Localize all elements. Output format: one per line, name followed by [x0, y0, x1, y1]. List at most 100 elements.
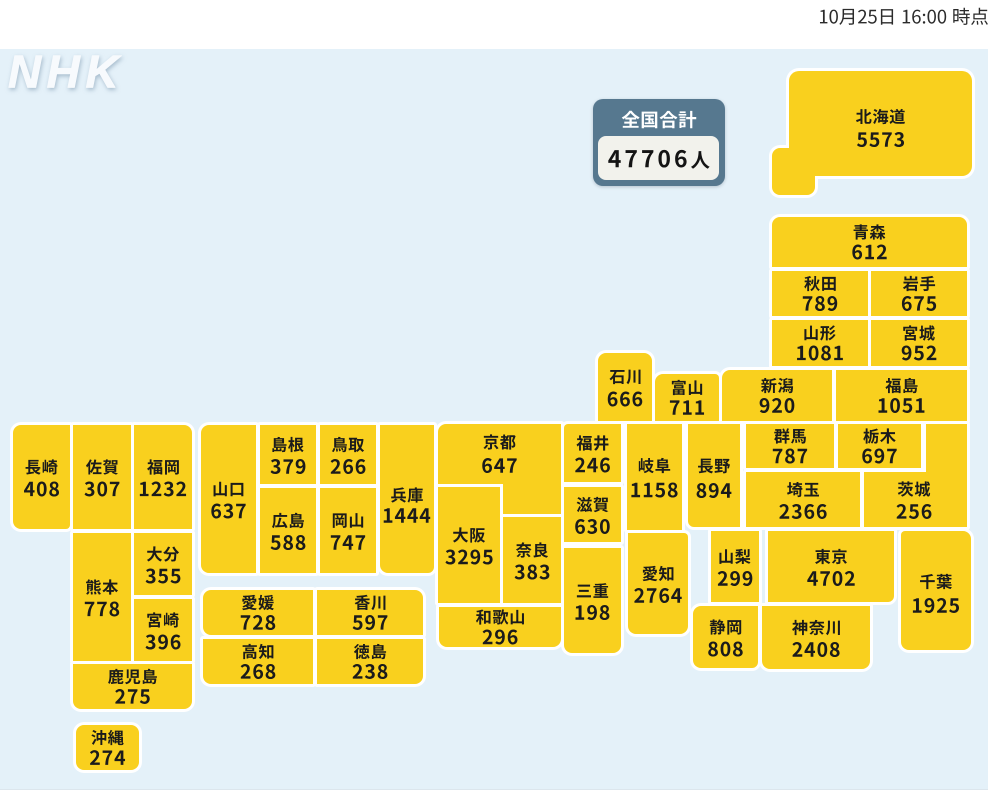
tile-gifu[interactable]: 岐阜1158	[627, 424, 682, 530]
tile-toyama[interactable]: 富山711	[655, 374, 719, 421]
tile-yamagata-name-glyphs	[804, 325, 836, 341]
tile-tokushima[interactable]: 徳島238	[317, 639, 423, 684]
tile-fukui-label-vector	[575, 435, 610, 473]
tile-shiga[interactable]: 滋賀630	[564, 487, 621, 542]
tile-hokkaido-value-glyphs	[856, 132, 905, 148]
tile-nara[interactable]: 奈良383	[503, 517, 561, 603]
tile-okayama[interactable]: 岡山747	[320, 488, 376, 573]
tile-fukushima[interactable]: 福島1051	[836, 370, 967, 421]
tile-fukui-value-glyphs	[575, 457, 610, 473]
tile-kumamoto[interactable]: 熊本778	[73, 533, 131, 661]
tile-saga[interactable]: 佐賀307	[73, 425, 131, 529]
tile-kyoto[interactable]: 京都647	[438, 424, 561, 514]
tile-kochi[interactable]: 高知268	[203, 639, 313, 684]
tile-niigata-name-glyphs	[760, 377, 794, 394]
tile-tokyo-label-vector	[807, 548, 855, 586]
tile-kagoshima-name-glyphs	[108, 668, 157, 685]
tile-miyazaki-name-glyphs	[147, 612, 179, 628]
tile-kagoshima-value-glyphs	[115, 688, 150, 704]
tile-saitama-name-glyphs	[786, 481, 819, 498]
national-total-vector	[608, 110, 710, 169]
tile-chiba[interactable]: 千葉1925	[901, 531, 971, 650]
tile-mie[interactable]: 三重198	[564, 548, 621, 653]
tile-fukushima-value-glyphs	[878, 397, 925, 413]
tile-shizuoka-value-glyphs	[708, 641, 743, 657]
tile-osaka[interactable]: 大阪3295	[438, 487, 500, 603]
tile-saitama-value-glyphs	[779, 503, 827, 519]
tile-niigata-value-glyphs	[759, 397, 795, 413]
tile-nagasaki-value-glyphs	[24, 481, 60, 497]
tile-kagawa-name-glyphs	[354, 594, 386, 611]
tile-shiga-name-glyphs	[576, 496, 609, 513]
tile-gunma[interactable]: 群馬787	[746, 424, 834, 468]
tile-hyogo[interactable]: 兵庫1444	[380, 425, 434, 573]
tile-hiroshima[interactable]: 広島588	[260, 488, 316, 573]
tile-iwate-label-vector	[901, 275, 937, 311]
tile-tottori[interactable]: 鳥取266	[320, 425, 376, 484]
tile-yamanashi-value-glyphs	[717, 570, 753, 586]
tile-aichi[interactable]: 愛知2764	[628, 533, 688, 634]
tile-ishikawa-name-glyphs	[609, 369, 641, 385]
tile-aomori-label-vector	[852, 224, 887, 260]
tile-gifu-value-glyphs	[631, 482, 678, 498]
tile-fukui[interactable]: 福井246	[564, 424, 621, 482]
tile-kanagawa[interactable]: 神奈川2408	[762, 606, 870, 669]
tile-chiba-name-glyphs	[920, 573, 952, 590]
tile-aichi-value-glyphs	[634, 587, 682, 604]
tile-iwate[interactable]: 岩手675	[871, 271, 967, 316]
tile-miyagi[interactable]: 宮城952	[871, 320, 967, 366]
tile-okayama-value-glyphs	[330, 535, 366, 550]
tile-yamanashi[interactable]: 山梨299	[711, 531, 759, 602]
tile-yamagata[interactable]: 山形1081	[772, 320, 868, 366]
tile-tochigi[interactable]: 栃木697	[838, 424, 921, 468]
tile-shimane-value-glyphs	[270, 459, 306, 475]
tile-fukuoka-label-vector	[139, 459, 187, 497]
tile-aomori[interactable]: 青森612	[772, 217, 967, 267]
tile-shimane-label-vector	[270, 436, 306, 475]
tile-hyogo-label-vector	[383, 487, 431, 523]
tile-kagoshima[interactable]: 鹿児島275	[73, 664, 192, 709]
tile-miyazaki[interactable]: 宮崎396	[134, 599, 192, 661]
tile-okinawa[interactable]: 沖縄274	[76, 725, 139, 770]
tile-akita[interactable]: 秋田789	[772, 271, 868, 316]
tile-okayama-name-glyphs	[332, 513, 364, 528]
tile-tokyo[interactable]: 東京4702	[768, 531, 894, 602]
tile-mie-name-glyphs	[576, 583, 609, 598]
tile-niigata[interactable]: 新潟920	[722, 370, 832, 421]
tile-okinawa-name-glyphs	[91, 729, 124, 746]
tile-yamaguchi[interactable]: 山口637	[201, 425, 256, 573]
tile-nagano[interactable]: 長野894	[688, 424, 740, 527]
tile-shizuoka[interactable]: 静岡808	[693, 606, 758, 668]
tile-fukushima-name-glyphs	[885, 377, 918, 394]
tile-tochigi-name-glyphs	[863, 428, 896, 444]
tile-nagano-label-vector	[696, 458, 732, 499]
tile-oita-name-glyphs	[146, 546, 180, 562]
tile-kagoshima-label-vector	[108, 668, 157, 704]
tile-nagasaki[interactable]: 長崎408	[13, 425, 70, 529]
tile-hokkaido[interactable]: 北海道5573	[772, 71, 972, 195]
tile-nara-name-glyphs	[515, 542, 549, 558]
tile-gunma-label-vector	[772, 428, 808, 464]
tile-nagasaki-label-vector	[24, 459, 60, 497]
tile-miyagi-value-glyphs	[901, 345, 937, 361]
tile-osaka-name-glyphs	[452, 527, 486, 543]
tile-kagawa[interactable]: 香川597	[317, 590, 423, 635]
tile-shimane[interactable]: 島根379	[260, 425, 316, 484]
tile-fukuoka[interactable]: 福岡1232	[134, 425, 192, 529]
national-total-value-glyphs	[608, 149, 710, 169]
tile-yamaguchi-value-glyphs	[211, 503, 246, 519]
tile-saitama[interactable]: 埼玉2366	[746, 472, 860, 527]
tile-nagasaki-name-glyphs	[25, 459, 58, 475]
tile-gifu-name-glyphs	[638, 457, 671, 474]
tile-aichi-label-vector	[634, 565, 682, 604]
tile-tokyo-value-glyphs	[807, 570, 855, 586]
tile-wakayama[interactable]: 和歌山296	[439, 607, 561, 647]
tile-osaka-value-glyphs	[445, 549, 493, 565]
tile-oita[interactable]: 大分355	[134, 533, 192, 595]
tile-hokkaido-name-glyphs	[855, 108, 905, 125]
tile-fukuoka-name-glyphs	[147, 459, 179, 475]
tile-ibaraki[interactable]: 茨城256	[864, 424, 967, 527]
tile-ehime[interactable]: 愛媛728	[203, 590, 313, 635]
tile-ishikawa[interactable]: 石川666	[598, 353, 652, 421]
